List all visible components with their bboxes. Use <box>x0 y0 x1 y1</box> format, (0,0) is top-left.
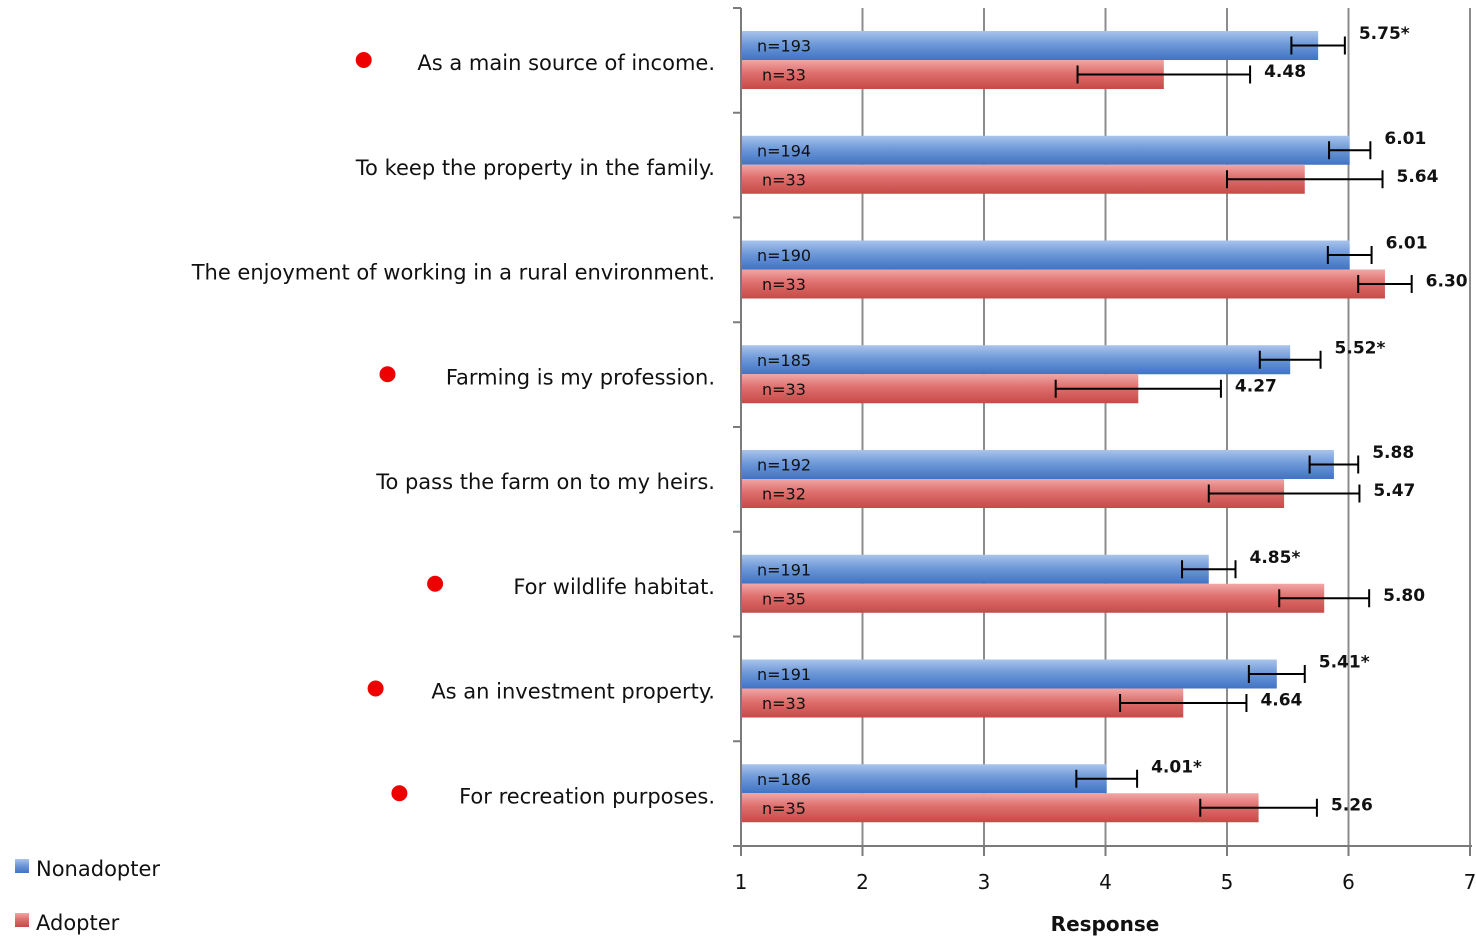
data-label: 5.88 <box>1372 443 1414 463</box>
data-label: 5.26 <box>1331 795 1373 815</box>
n-label: n=33 <box>762 170 806 189</box>
significance-dot-icon <box>379 366 396 383</box>
data-label: 6.01 <box>1384 129 1426 149</box>
bar-adopter <box>742 583 1325 613</box>
legend-swatch-nonadopter <box>15 859 29 873</box>
bar-adopter <box>742 269 1385 299</box>
data-label: 5.80 <box>1383 586 1425 606</box>
data-label: 4.27 <box>1235 376 1277 396</box>
bar-nonadopter <box>742 240 1350 270</box>
n-label: n=185 <box>757 351 811 370</box>
data-label: 4.48 <box>1264 62 1306 82</box>
n-label: n=191 <box>757 665 811 684</box>
category-label: As an investment property. <box>431 680 715 704</box>
n-label: n=186 <box>757 770 811 789</box>
category-label: As a main source of income. <box>417 51 715 75</box>
category-label: For recreation purposes. <box>459 784 715 808</box>
n-label: n=191 <box>757 560 811 579</box>
data-label: 5.52* <box>1335 338 1386 358</box>
bar-adopter <box>742 688 1184 718</box>
bar-adopter <box>742 479 1285 508</box>
n-label: n=190 <box>757 246 811 265</box>
x-tick-label: 4 <box>1099 870 1112 894</box>
n-label: n=35 <box>762 589 806 608</box>
data-label: 5.41* <box>1319 653 1370 673</box>
n-label: n=33 <box>762 694 806 713</box>
n-label: n=192 <box>757 456 811 475</box>
bar-nonadopter <box>742 135 1350 165</box>
category-label: Farming is my profession. <box>446 365 715 389</box>
x-axis-title: Response <box>1051 912 1160 936</box>
data-label: 4.64 <box>1260 691 1302 711</box>
category-label: To pass the farm on to my heirs. <box>375 470 715 494</box>
data-label: 5.64 <box>1397 167 1439 187</box>
n-label: n=32 <box>762 485 806 504</box>
bar-nonadopter <box>742 764 1107 794</box>
x-tick-label: 7 <box>1464 870 1476 894</box>
n-label: n=33 <box>762 275 806 294</box>
significance-dot-icon <box>355 52 372 68</box>
x-tick-label: 3 <box>978 870 991 894</box>
n-label: n=35 <box>762 799 806 818</box>
bar-nonadopter <box>742 31 1319 60</box>
data-label: 4.85* <box>1250 548 1301 568</box>
bar-nonadopter <box>742 450 1334 479</box>
x-tick-label: 6 <box>1342 870 1355 894</box>
data-label: 6.01 <box>1386 234 1428 254</box>
data-label: 5.47 <box>1373 481 1415 501</box>
legend-swatch-adopter <box>15 913 29 927</box>
bar-adopter <box>742 164 1305 194</box>
x-tick-label: 1 <box>735 870 748 894</box>
bar-adopter <box>742 793 1259 823</box>
category-label: For wildlife habitat. <box>513 575 715 599</box>
significance-dot-icon <box>427 575 444 592</box>
x-tick-label: 2 <box>856 870 869 894</box>
legend-label: Nonadopter <box>36 857 160 881</box>
data-label: 5.75* <box>1359 24 1410 44</box>
x-tick-label: 5 <box>1221 870 1234 894</box>
n-label: n=33 <box>762 380 806 399</box>
category-label: To keep the property in the family. <box>355 156 715 180</box>
data-label: 4.01* <box>1151 757 1202 777</box>
bar-nonadopter <box>742 554 1209 584</box>
significance-dot-icon <box>367 680 384 697</box>
n-label: n=193 <box>757 37 811 56</box>
n-label: n=194 <box>757 141 811 160</box>
bar-nonadopter <box>742 659 1277 689</box>
significance-dot-icon <box>391 785 408 802</box>
data-label: 6.30 <box>1426 272 1468 292</box>
category-label: The enjoyment of working in a rural envi… <box>191 261 715 285</box>
bar-nonadopter <box>742 345 1291 375</box>
legend-label: Adopter <box>36 911 120 935</box>
n-label: n=33 <box>762 66 806 85</box>
